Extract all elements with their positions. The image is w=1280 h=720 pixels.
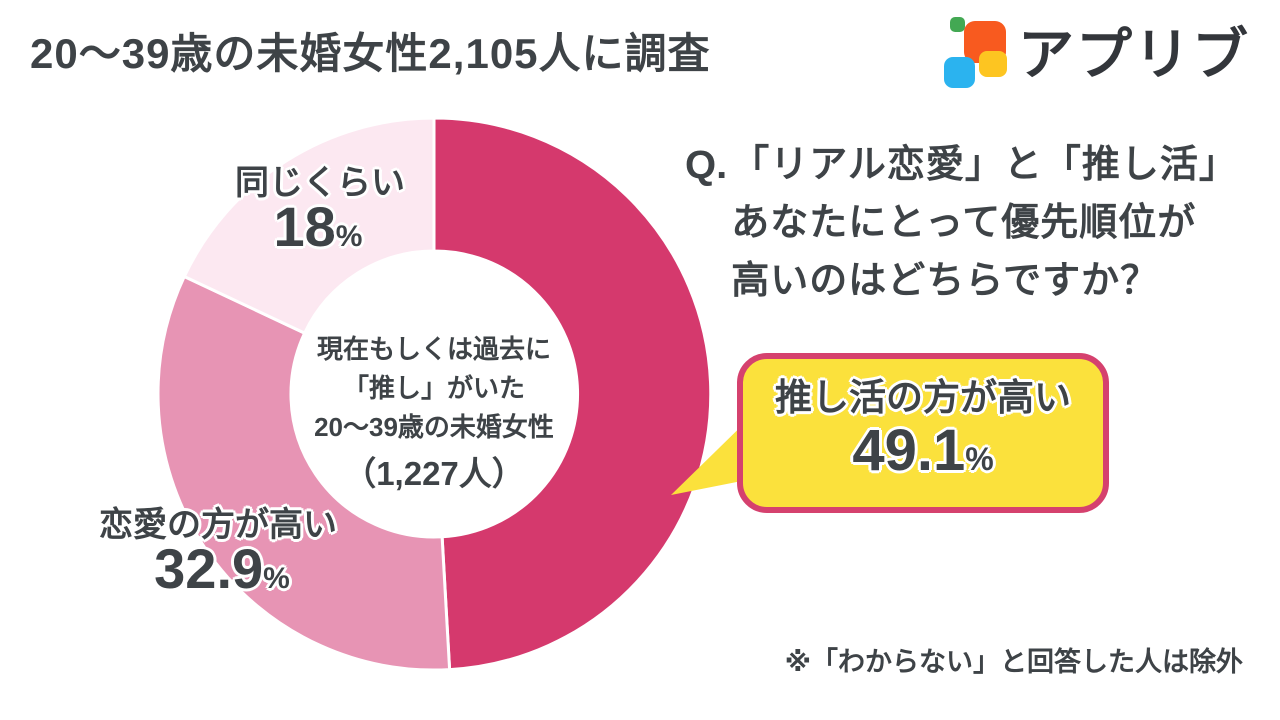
callout-value-number: 49.1 (852, 418, 966, 483)
question-line-2: あなたにとって優先順位が (731, 202, 1197, 244)
center-line-1: 現在もしくは過去に (316, 334, 551, 364)
donut-segment-2 (182, 116, 436, 335)
question-block: Q. 「リアル恋愛」と「推し活」 あなたにとって優先順位が 高いのはどちらですか… (685, 136, 1238, 310)
segment-value-same: 18% (274, 198, 363, 266)
footnote: ※「わからない」と回答した人は除外 (784, 647, 1243, 677)
center-sample-count: （1,227人） (343, 455, 525, 492)
segment-value-love-unit: % (263, 562, 290, 595)
segment-label-same: 同じくらい (235, 164, 405, 202)
donut-center-label: 現在もしくは過去に 「推し」がいた 20〜39歳の未婚女性 （1,227人） (279, 330, 589, 495)
callout-label: 推し活の方が高い (775, 377, 1071, 418)
question-line-3: 高いのはどちらですか？ (731, 260, 1160, 302)
segment-value-love-number: 32.9 (154, 537, 264, 600)
segment-label-love: 恋愛の方が高い (99, 506, 337, 544)
callout-value-unit: % (965, 441, 994, 477)
page-title: 20〜39歳の未婚女性2,105人に調査 (30, 30, 711, 77)
callout-value: 49.1% (852, 420, 993, 490)
logo-text: アプリブ (1018, 23, 1250, 86)
center-line-2: 「推し」がいた (342, 373, 525, 403)
donut-segment-1 (156, 275, 452, 672)
donut-segments (156, 116, 713, 672)
center-line-3: 20〜39歳の未婚女性 (314, 412, 554, 442)
segment-value-same-unit: % (335, 220, 363, 253)
callout-box: 推し活の方が高い 49.1% (737, 353, 1109, 513)
logo-icon (944, 16, 1007, 88)
segment-value-love: 32.9% (154, 540, 290, 608)
donut-segment-0 (432, 116, 713, 672)
question-line-1: 「リアル恋愛」と「推し活」 (731, 144, 1238, 186)
logo: アプリブ (942, 10, 1250, 91)
question-prefix: Q. (685, 143, 728, 187)
segment-value-same-number: 18 (273, 195, 336, 258)
question-lines: 「リアル恋愛」と「推し活」 あなたにとって優先順位が 高いのはどちらですか？ (731, 136, 1238, 310)
